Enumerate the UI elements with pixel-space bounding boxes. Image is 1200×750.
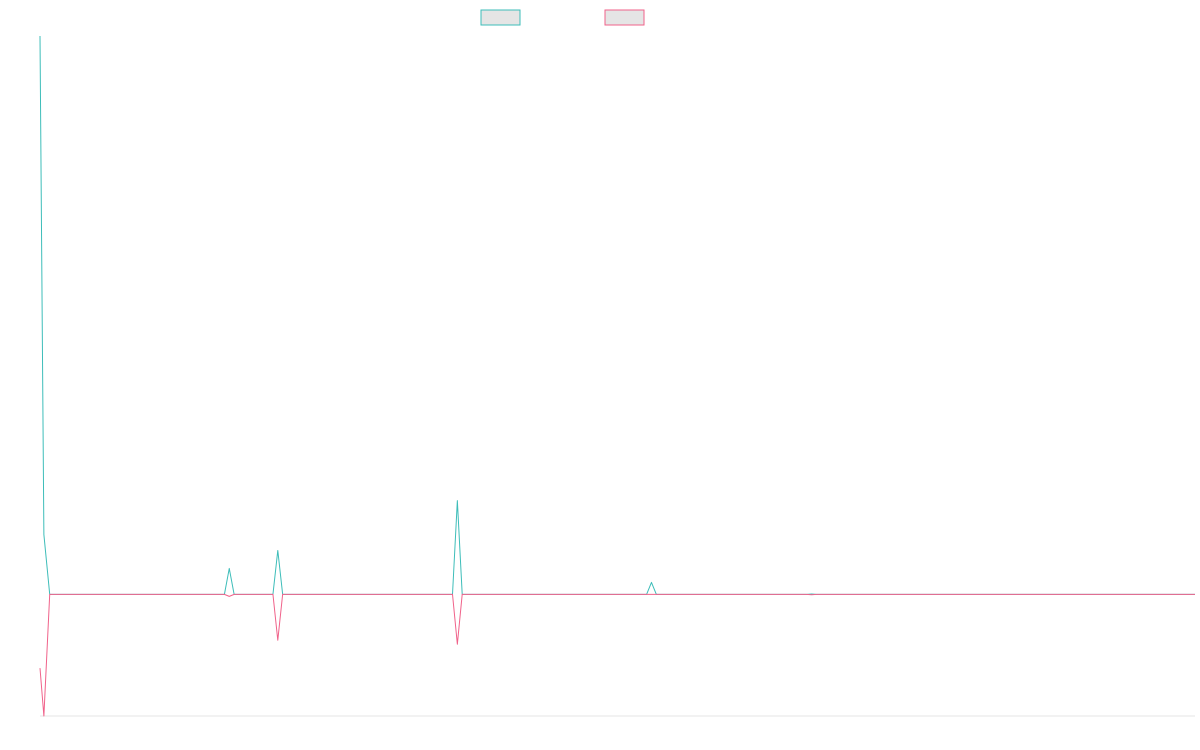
series-layer (39, 35, 1195, 717)
series-line-2 (39, 593, 1195, 717)
series-line-1 (39, 35, 1195, 595)
legend-swatch-1[interactable] (480, 9, 521, 26)
legend[interactable] (480, 9, 645, 26)
legend-swatch-2[interactable] (604, 9, 645, 26)
